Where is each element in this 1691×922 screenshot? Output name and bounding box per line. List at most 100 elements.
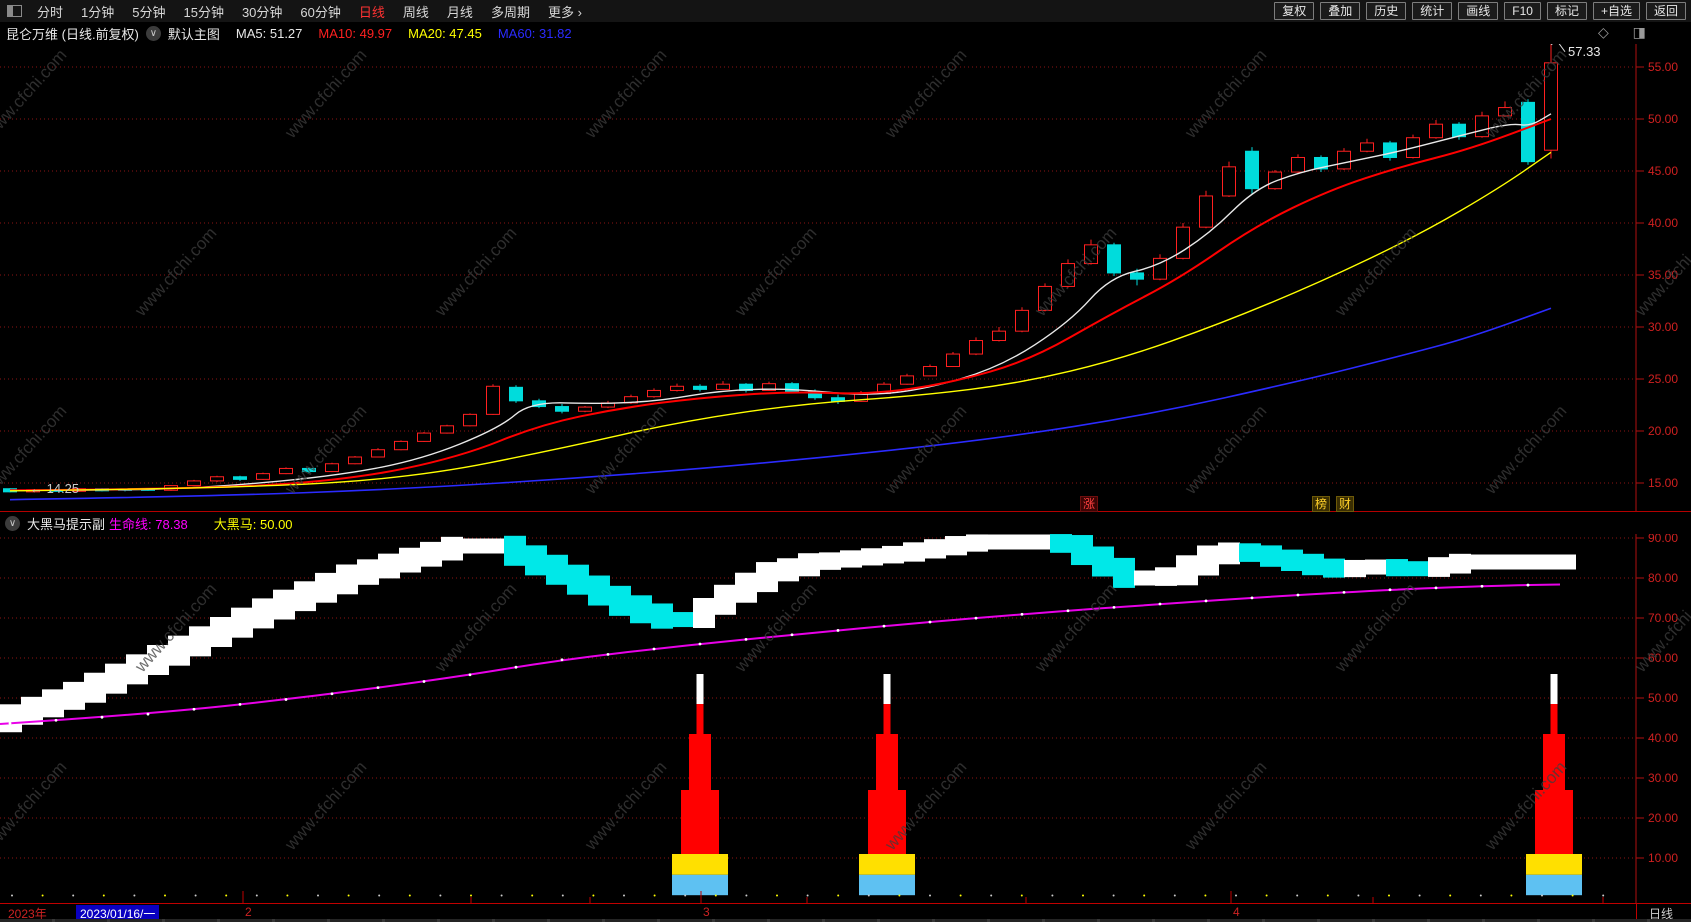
chevron-down-icon[interactable]: ∨: [145, 25, 161, 41]
candle-body: [647, 389, 661, 398]
timeline-axis-separator: [1636, 904, 1637, 919]
svg-text:40.00: 40.00: [1648, 731, 1678, 745]
ma-readout: MA60: 31.82: [497, 25, 572, 41]
svg-text:80.00: 80.00: [1648, 571, 1678, 585]
menu-item-1分钟[interactable]: 1分钟: [81, 4, 115, 20]
candle-body: [1544, 62, 1558, 151]
timeline-bar: 2023年 2023/01/16/一 2 3 4 日线: [0, 903, 1691, 922]
life-line: [0, 583, 1561, 725]
candle-body: [1176, 226, 1190, 259]
big-horse-readout: 大黑马: 50.00: [213, 517, 293, 532]
svg-text:90.00: 90.00: [1648, 534, 1678, 545]
svg-text:10.00: 10.00: [1648, 851, 1678, 865]
timeline-year: 2023年: [8, 907, 47, 921]
svg-text:25.00: 25.00: [1648, 372, 1678, 386]
toolbar-button-画线[interactable]: 画线: [1458, 2, 1499, 20]
candle-body: [1245, 150, 1259, 190]
stock-title: 昆仑万维 (日线.前复权): [6, 26, 139, 42]
candle-body: [256, 473, 270, 480]
candle-body: [394, 440, 408, 451]
menu-item-5分钟[interactable]: 5分钟: [132, 4, 166, 20]
indicator-name[interactable]: 大黑马提示副: [27, 517, 106, 532]
hot-tag-cai[interactable]: 财: [1336, 496, 1355, 512]
candle-body: [486, 385, 500, 415]
toolbar-button-F10[interactable]: F10: [1504, 2, 1541, 20]
toolbar-buttons: 复权 叠加 历史 统计 画线 F10 标记 +自选 返回: [1274, 2, 1691, 20]
high-pointer-icon: [1550, 44, 1566, 53]
candle-body: [1429, 123, 1443, 139]
candle-body: [348, 456, 362, 465]
svg-text:30.00: 30.00: [1648, 771, 1678, 785]
menu-item-分时[interactable]: 分时: [37, 4, 64, 20]
toolbar-button-复权[interactable]: 复权: [1274, 2, 1315, 20]
chevron-down-icon[interactable]: ∨: [5, 516, 20, 531]
candle-body: [325, 463, 339, 473]
candle-body: [1291, 156, 1305, 173]
candle-body: [762, 383, 776, 391]
candle-body: [440, 425, 454, 434]
candle-body: [946, 353, 960, 368]
top-menubar: 分时 1分钟 5分钟 15分钟 30分钟 60分钟 日线 周线 月线 多周期 更多 › 复权 叠加 历史…: [0, 0, 1691, 23]
svg-text:45.00: 45.00: [1648, 164, 1678, 178]
menu-item-周线[interactable]: 周线: [402, 4, 429, 20]
menu-item-60分钟[interactable]: 60分钟: [300, 4, 341, 20]
candle-body: [555, 406, 569, 412]
svg-text:40.00: 40.00: [1648, 216, 1678, 230]
candle-body: [1222, 166, 1236, 197]
indicator-chart[interactable]: 90.00 80.00 70.00 60.00 50.00 40.00 30.00 20.00…: [0, 534, 1691, 903]
candle-body: [1130, 272, 1144, 280]
toolbar-button-叠加[interactable]: 叠加: [1320, 2, 1361, 20]
candle-body: [1314, 156, 1328, 170]
stock-infobar: 昆仑万维 (日线.前复权) ∨ 默认主图 MA5: 51.27 MA10: 49.…: [0, 22, 1691, 44]
candle-body: [1337, 150, 1351, 170]
panel-toggle-icon[interactable]: [7, 5, 22, 17]
toolbar-button-+自选[interactable]: +自选: [1592, 2, 1640, 20]
period-menu: 分时 1分钟 5分钟 15分钟 30分钟 60分钟 日线 周线 月线 多周期 更多 ›: [28, 2, 591, 21]
menu-item-多周期[interactable]: 多周期: [490, 4, 530, 20]
candle-body: [1360, 142, 1374, 152]
menu-item-30分钟[interactable]: 30分钟: [241, 4, 283, 20]
menu-item-更多 ›[interactable]: 更多 ›: [547, 4, 582, 20]
candle-body: [233, 476, 247, 480]
ma60-line: [9, 307, 1552, 501]
bottom-scroll-strip[interactable]: [0, 919, 1691, 922]
timeline-selected-date: 2023/01/16/一: [76, 905, 160, 922]
candle-body: [1475, 115, 1489, 138]
hot-tag-bang[interactable]: 榜: [1312, 496, 1331, 512]
indicator-gridlines: 90.00 80.00 70.00 60.00 50.00 40.00 30.00 20.00…: [0, 534, 1678, 865]
hot-tag-zhang[interactable]: 涨: [1080, 496, 1099, 512]
menu-item-日线[interactable]: 日线: [358, 4, 385, 20]
svg-text:20.00: 20.00: [1648, 811, 1678, 825]
candles-group: [3, 44, 1558, 493]
timeline-ticks: [242, 891, 1604, 903]
candle-body: [716, 383, 730, 390]
candle-body: [302, 467, 316, 473]
svg-text:30.00: 30.00: [1648, 320, 1678, 334]
candle-body: [923, 366, 937, 377]
candle-body: [463, 413, 477, 427]
timeline-period: 日线: [1649, 907, 1674, 921]
main-chart[interactable]: 55.00 50.00 45.00 40.00 35.00 30.00 25.00 20.00…: [0, 44, 1691, 511]
chart-corner-icons[interactable]: ◇ ◨: [1598, 24, 1656, 40]
svg-text:60.00: 60.00: [1648, 651, 1678, 665]
ma5-line: [9, 113, 1552, 491]
toolbar-button-统计[interactable]: 统计: [1412, 2, 1453, 20]
toolbar-button-返回[interactable]: 返回: [1645, 2, 1686, 20]
timeline-month-label: 4: [1233, 905, 1240, 919]
candle-body: [1038, 285, 1052, 311]
signal-spike: [1526, 674, 1582, 896]
ma-readout: MA10: 49.97: [318, 25, 393, 41]
svg-text:20.00: 20.00: [1648, 424, 1678, 438]
main-chart-type[interactable]: 默认主图: [167, 26, 220, 42]
menu-item-15分钟[interactable]: 15分钟: [183, 4, 224, 20]
ma-readout: MA5: 51.27: [235, 25, 303, 41]
timeline-month-label: 2: [245, 905, 252, 919]
ma-readouts: MA5: 51.27 MA10: 49.97 MA20: 47.45 MA60: 31…: [236, 26, 588, 41]
toolbar-button-历史[interactable]: 历史: [1366, 2, 1407, 20]
candle-body: [900, 375, 914, 385]
indicator-header: ∨ 大黑马提示副 生命线: 78.38 大黑马: 50.00: [0, 513, 1691, 534]
toolbar-button-标记[interactable]: 标记: [1546, 2, 1587, 20]
life-line-dots: [8, 583, 1530, 725]
signal-spike: [859, 674, 915, 896]
menu-item-月线[interactable]: 月线: [446, 4, 473, 20]
